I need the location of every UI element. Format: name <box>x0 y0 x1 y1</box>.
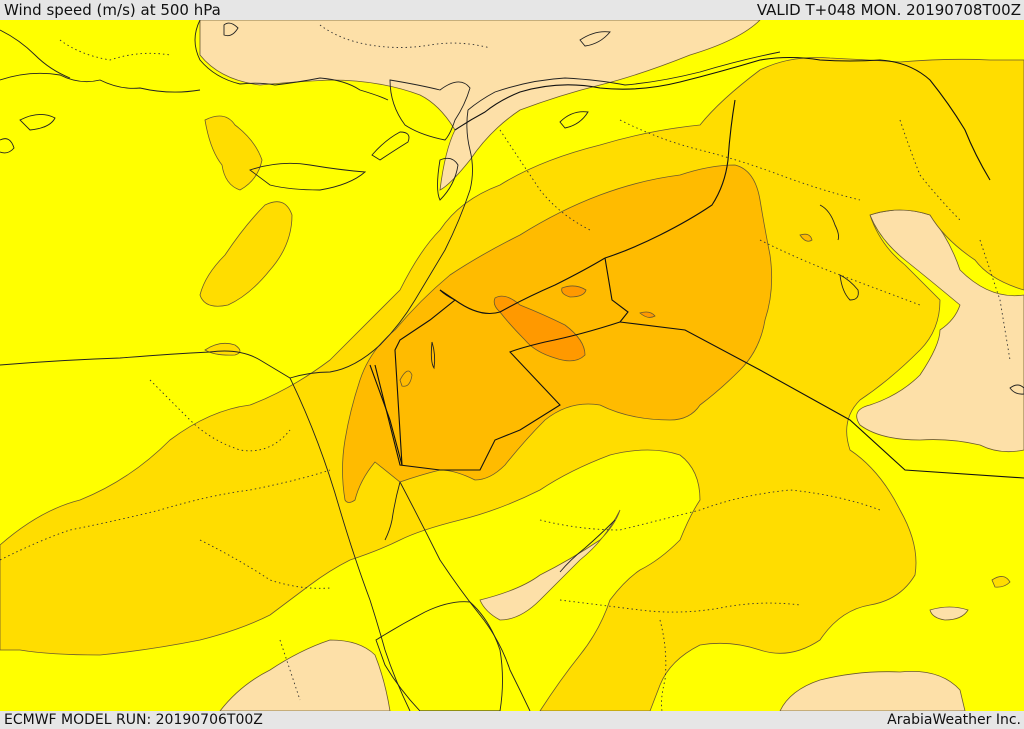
band-highest <box>493 285 656 362</box>
band-lowest <box>199 20 1024 711</box>
provider-credit: ArabiaWeather Inc. <box>887 712 1021 728</box>
valid-time: VALID T+048 MON. 20190708T00Z <box>756 1 1021 19</box>
footer-bar: ECMWF MODEL RUN: 20190706T00Z ArabiaWeat… <box>0 711 1024 729</box>
wind-speed-map[interactable] <box>0 20 1024 711</box>
map-canvas <box>0 20 1024 711</box>
country-borders <box>369 56 1024 479</box>
model-run: ECMWF MODEL RUN: 20190706T00Z <box>4 712 263 728</box>
missing-data-areas <box>223 22 1024 711</box>
map-title: Wind speed (m/s) at 500 hPa <box>4 1 221 19</box>
admin-boundaries <box>0 24 1011 711</box>
coastlines <box>0 20 859 711</box>
header-bar: Wind speed (m/s) at 500 hPa VALID T+048 … <box>0 0 1024 20</box>
